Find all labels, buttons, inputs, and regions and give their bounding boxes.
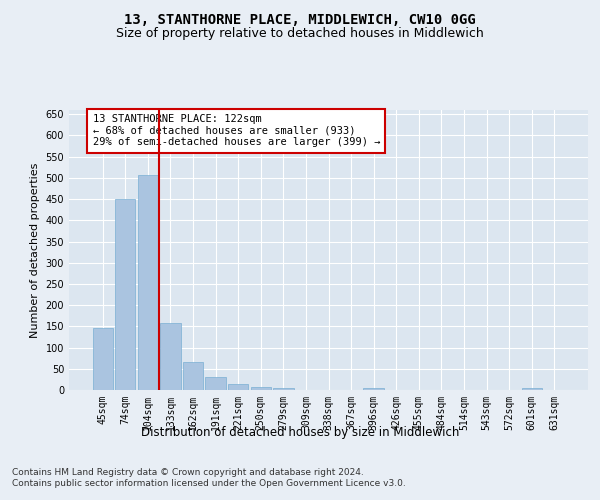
Bar [138, 175, 158, 390]
Text: Size of property relative to detached houses in Middlewich: Size of property relative to detached ho… [116, 28, 484, 40]
Text: Distribution of detached houses by size in Middlewich: Distribution of detached houses by size … [141, 426, 459, 439]
Bar [92, 328, 113, 390]
Y-axis label: Number of detached properties: Number of detached properties [30, 162, 40, 338]
Bar [364, 388, 384, 390]
Bar [521, 388, 542, 390]
Text: Contains HM Land Registry data © Crown copyright and database right 2024.
Contai: Contains HM Land Registry data © Crown c… [12, 468, 406, 487]
Text: 13 STANTHORNE PLACE: 122sqm
← 68% of detached houses are smaller (933)
29% of se: 13 STANTHORNE PLACE: 122sqm ← 68% of det… [92, 114, 380, 148]
Text: 13, STANTHORNE PLACE, MIDDLEWICH, CW10 0GG: 13, STANTHORNE PLACE, MIDDLEWICH, CW10 0… [124, 12, 476, 26]
Bar [228, 384, 248, 390]
Bar [183, 362, 203, 390]
Bar [160, 323, 181, 390]
Bar [115, 199, 136, 390]
Bar [251, 386, 271, 390]
Bar [273, 388, 293, 390]
Bar [205, 378, 226, 390]
